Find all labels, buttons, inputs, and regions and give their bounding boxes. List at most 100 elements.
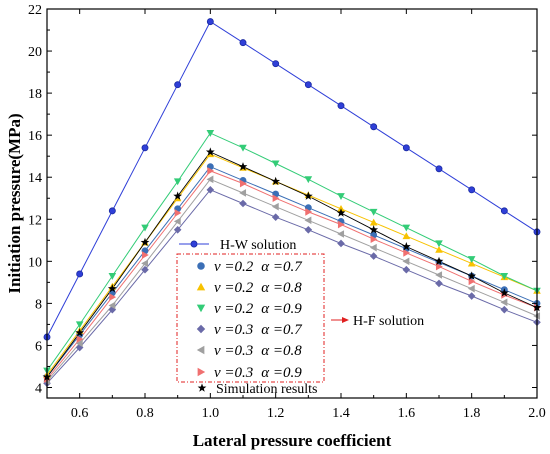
legend-hf-arrow-head	[342, 317, 349, 323]
data-point	[239, 39, 247, 47]
y-tick-label: 18	[28, 87, 42, 102]
data-point	[239, 199, 247, 208]
legend-label-1: ν =0.2 α =0.7	[214, 259, 303, 275]
data-point	[435, 279, 443, 288]
data-point	[238, 162, 248, 171]
legend-label-4: ν =0.3 α =0.7	[214, 322, 303, 338]
data-point	[239, 189, 247, 197]
x-axis-label: Lateral pressure coefficient	[193, 431, 392, 450]
legend-hw-label: H-W solution	[220, 238, 296, 253]
data-point	[173, 191, 183, 200]
legend-marker-2	[196, 282, 206, 291]
series-line-6	[46, 170, 538, 380]
data-point	[435, 262, 443, 271]
data-point	[467, 271, 477, 280]
data-point	[304, 81, 312, 89]
y-tick-label: 6	[35, 339, 42, 354]
data-point	[239, 179, 247, 188]
data-point	[434, 256, 444, 266]
series-line-7	[46, 151, 538, 378]
data-point	[272, 194, 280, 203]
data-point	[500, 207, 508, 215]
y-tick-label: 16	[28, 129, 42, 144]
data-point	[174, 81, 182, 89]
y-tick-label: 8	[35, 297, 42, 312]
data-point	[174, 209, 182, 217]
data-point	[141, 265, 149, 274]
series-line-4	[46, 189, 538, 384]
data-point	[141, 224, 149, 232]
legend-hw-marker	[190, 240, 198, 248]
legend-marker-1	[197, 262, 205, 270]
x-tick-label: 1.8	[463, 406, 481, 421]
data-point	[337, 102, 345, 110]
x-tick-label: 1.2	[267, 406, 285, 421]
data-point	[435, 271, 443, 279]
data-point	[108, 305, 117, 314]
data-point	[108, 207, 116, 215]
data-point	[467, 284, 475, 293]
data-point	[337, 239, 345, 248]
data-point	[75, 339, 83, 348]
data-point	[305, 208, 313, 216]
data-point	[303, 191, 313, 200]
axis-ticks: 0.6 0.8 1.0 1.2 1.4 1.6 1.8 2.0 4 6 8 10 12 14 16 18 20 2…	[28, 3, 546, 421]
data-point	[271, 160, 280, 168]
legend-label-5: ν =0.3 α =0.8	[214, 343, 302, 359]
data-point	[369, 252, 378, 260]
data-point	[435, 240, 443, 248]
y-tick-label: 14	[28, 171, 42, 186]
legend-label-2: ν =0.2 α =0.8	[214, 280, 302, 296]
data-point	[402, 224, 411, 232]
x-tick-label: 0.6	[71, 406, 89, 421]
data-point	[271, 176, 281, 186]
data-point	[403, 249, 411, 257]
y-tick-label: 4	[35, 381, 42, 396]
data-point	[141, 251, 149, 259]
data-point	[76, 335, 84, 343]
data-point	[75, 321, 84, 329]
data-point	[369, 208, 378, 216]
data-point	[435, 165, 443, 173]
data-point	[206, 130, 215, 137]
y-tick-label: 20	[28, 45, 42, 60]
plot-frame	[46, 8, 538, 399]
series-line-0	[46, 20, 538, 338]
data-point	[173, 225, 182, 234]
data-point	[370, 123, 378, 131]
data-point	[369, 218, 378, 226]
data-point	[141, 259, 149, 268]
data-point	[370, 235, 378, 244]
data-point	[109, 293, 117, 301]
data-point	[336, 208, 346, 217]
data-point	[435, 245, 443, 253]
data-point	[402, 232, 411, 240]
data-point	[207, 167, 215, 175]
data-point	[369, 243, 377, 252]
y-tick-label: 10	[28, 255, 42, 270]
data-point	[304, 225, 313, 234]
data-point	[467, 292, 476, 300]
data-point	[468, 186, 476, 194]
data-point	[206, 175, 214, 184]
data-point	[272, 60, 280, 68]
data-point	[205, 147, 215, 156]
data-point	[467, 259, 476, 267]
series-line-3	[46, 132, 538, 371]
data-point	[304, 216, 312, 225]
legend-marker-6	[197, 367, 206, 377]
data-point	[173, 217, 181, 226]
series-markers	[42, 18, 542, 388]
data-point	[337, 220, 345, 229]
legend-sim-marker	[197, 383, 207, 392]
y-tick-label: 12	[28, 213, 42, 228]
data-point	[206, 18, 214, 26]
x-tick-label: 0.8	[136, 406, 154, 421]
series-line-1	[46, 166, 538, 378]
data-point	[271, 213, 280, 221]
legend-sim-label: Simulation results	[216, 382, 318, 397]
legend-marker-4	[196, 324, 206, 334]
data-point	[173, 178, 182, 186]
y-axis-label: Initiation pressure(MPa)	[5, 113, 24, 293]
